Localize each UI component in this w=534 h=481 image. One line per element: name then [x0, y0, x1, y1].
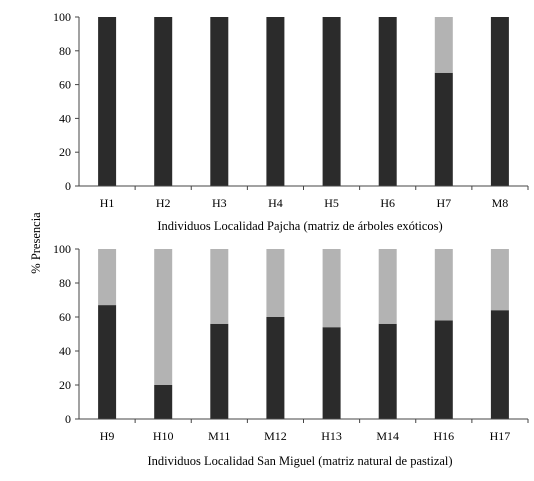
bar-h13-dark [322, 327, 341, 419]
bar-h16-light [434, 249, 453, 321]
y-tick-label: 0 [65, 179, 71, 193]
bar-m11-light [210, 249, 229, 324]
bar-h9-dark [98, 305, 117, 419]
bar-h13-light [322, 249, 341, 328]
y-tick-label: 100 [53, 10, 71, 24]
y-tick-label: 80 [59, 276, 71, 290]
bar-m8-dark [490, 17, 509, 186]
bar-h10-light [154, 249, 173, 385]
x-tick-label: H7 [436, 196, 451, 210]
bar-h10-dark [154, 385, 173, 419]
x-tick-label: H10 [153, 429, 174, 443]
bar-h9-light [98, 249, 117, 306]
bar-h7-light [434, 17, 453, 73]
x-tick-label: H3 [212, 196, 227, 210]
bar-h2-dark [154, 17, 173, 186]
x-tick-label: M14 [376, 429, 399, 443]
x-tick-label: H16 [433, 429, 454, 443]
x-tick-label: H17 [490, 429, 511, 443]
y-tick-label: 100 [53, 242, 71, 256]
y-tick-label: 40 [59, 111, 71, 125]
bar-m14-dark [378, 323, 397, 419]
bars-top [98, 17, 509, 186]
bar-h17-light [490, 249, 509, 311]
y-axis-title: % Presencia [29, 212, 43, 274]
bar-h6-dark [378, 17, 397, 186]
bars-bottom [98, 249, 509, 419]
bar-h4-dark [266, 17, 285, 186]
y-tick-label: 40 [59, 344, 71, 358]
x-tick-label: H9 [100, 429, 115, 443]
bar-m12-dark [266, 317, 285, 419]
y-tick-label: 0 [65, 412, 71, 426]
bar-h7-dark [434, 72, 453, 186]
y-tick-label: 80 [59, 44, 71, 58]
chart-top: 0 20 40 60 80 100 H1 H2 H3 H4 H5 H6 H7 M8 Individuos… [53, 10, 529, 233]
y-tick-label: 60 [59, 78, 71, 92]
bar-h16-dark [434, 320, 453, 419]
bar-m14-light [378, 249, 397, 324]
x-tick-label: M8 [492, 196, 509, 210]
chart-bottom: 0 20 40 60 80 100 H9 H10 M11 M12 H13 M14 H16 H17 Ind… [53, 242, 529, 468]
y-tick-label: 60 [59, 310, 71, 324]
y-tick-label: 20 [59, 145, 71, 159]
x-tick-label: H4 [268, 196, 283, 210]
bar-m12-light [266, 249, 285, 317]
y-axis-top: 0 20 40 60 80 100 [53, 10, 80, 193]
x-axis-title-bottom: Individuos Localidad San Miguel (matriz … [147, 454, 452, 468]
x-tick-label: H5 [324, 196, 339, 210]
y-axis-bottom: 0 20 40 60 80 100 [53, 242, 80, 426]
x-tick-label: M11 [208, 429, 230, 443]
x-tick-label: H1 [100, 196, 115, 210]
y-tick-label: 20 [59, 378, 71, 392]
x-tick-label: M12 [264, 429, 287, 443]
x-tick-label: H2 [156, 196, 171, 210]
x-axis-bottom: H9 H10 M11 M12 H13 M14 H16 H17 [79, 418, 529, 443]
bar-h1-dark [98, 17, 117, 186]
bar-h3-dark [210, 17, 229, 186]
bar-h5-dark [322, 17, 341, 186]
bar-h17-dark [490, 310, 509, 419]
x-tick-label: H6 [380, 196, 395, 210]
x-tick-label: H13 [321, 429, 342, 443]
x-axis-top: H1 H2 H3 H4 H5 H6 H7 M8 [79, 185, 529, 210]
bar-m11-dark [210, 323, 229, 419]
x-axis-title-top: Individuos Localidad Pajcha (matriz de á… [157, 219, 442, 233]
